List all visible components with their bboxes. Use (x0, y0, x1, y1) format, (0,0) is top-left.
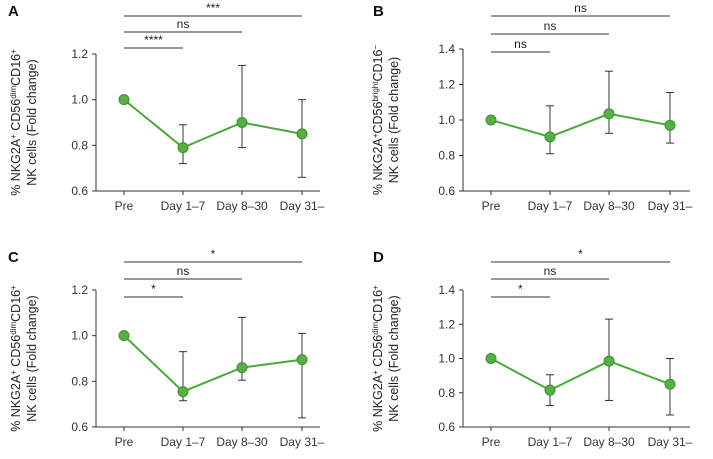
significance-label: ns (177, 17, 190, 31)
significance-label: ns (544, 19, 557, 33)
data-point (664, 119, 676, 131)
y-tick-label: 1.4 (438, 283, 455, 297)
x-tick-label: Day 1–7 (528, 199, 573, 213)
series-line (490, 112, 671, 138)
significance-label: ns (544, 264, 557, 278)
x-tick-label: Day 31– (280, 199, 325, 213)
data-point (118, 330, 130, 342)
y-tick-label: 1.4 (438, 42, 455, 56)
data-point (177, 142, 189, 154)
y-axis-label-line2: NK cells (Fold change) (25, 59, 39, 185)
x-tick-label: Day 8–30 (583, 199, 635, 213)
y-tick-label: 1.0 (438, 352, 455, 366)
panel-a: A 0.6 0.8 1.0 1.2 Pre Day 1–7 Day 8–30 Day 31– % … (8, 1, 325, 213)
y-axis-label-line1: % NKG2A+ CD56dimCD16+ (371, 285, 386, 432)
y-tick-label: 0.8 (71, 374, 88, 388)
significance-label: * (151, 282, 156, 296)
x-tick-label: Day 31– (280, 435, 325, 449)
series-line (490, 357, 671, 392)
panel-label: A (8, 3, 19, 20)
panel-label: D (373, 249, 384, 266)
x-tick-label: Day 31– (648, 199, 693, 213)
y-tick-label: 1.0 (71, 329, 88, 343)
data-point (664, 378, 676, 390)
x-tick-label: Day 1–7 (528, 435, 573, 449)
y-tick-label: 1.2 (71, 283, 88, 297)
panel-b: B 0.6 0.8 1.0 1.2 1.4 Pre Day 1–7 Day 8–30 Day 31… (371, 1, 693, 213)
data-point (603, 355, 615, 367)
series-line (123, 334, 303, 393)
x-tick-label: Day 8–30 (583, 435, 635, 449)
x-tick-label: Day 31– (648, 435, 693, 449)
x-tick-label: Pre (115, 199, 134, 213)
data-point (177, 386, 189, 398)
data-point (544, 384, 556, 396)
data-point (485, 114, 497, 126)
y-axis-label-line2: NK cells (Fold change) (387, 57, 401, 183)
panel-label: C (8, 249, 19, 266)
x-tick-label: Pre (115, 435, 134, 449)
y-tick-label: 0.6 (71, 420, 88, 434)
y-axis-label-line1: % NKG2A+ CD56dimCD16+ (9, 285, 24, 432)
data-point (296, 128, 308, 140)
y-tick-label: 1.2 (438, 78, 455, 92)
data-point (296, 354, 308, 366)
data-point (118, 94, 130, 106)
significance-label: ns (514, 37, 527, 51)
data-point (603, 108, 615, 120)
significance-label: * (518, 282, 523, 296)
significance-label: ns (574, 1, 587, 15)
significance-label: *** (206, 1, 220, 15)
panel-c: C 0.6 0.8 1.0 1.2 Pre Day 1–7 Day 8–30 Day 31– % … (8, 247, 325, 449)
panel-d: D 0.6 0.8 1.0 1.2 1.4 Pre Day 1–7 Day 8–30 Day 31… (371, 247, 693, 449)
x-tick-label: Day 8–30 (216, 435, 268, 449)
data-point (544, 131, 556, 143)
y-tick-label: 0.8 (438, 386, 455, 400)
y-tick-label: 1.2 (71, 47, 88, 61)
x-tick-label: Pre (482, 435, 501, 449)
significance-label: * (211, 247, 216, 261)
x-tick-label: Day 1–7 (161, 199, 206, 213)
x-tick-label: Day 1–7 (161, 435, 206, 449)
x-tick-label: Pre (482, 199, 501, 213)
data-point (236, 117, 248, 128)
y-axis-label-line1: % NKG2A+ CD56dimCD16+ (9, 49, 24, 196)
series-line (123, 98, 303, 149)
y-axis-label-line1: % NKG2A+CD56brightCD16− (371, 45, 386, 196)
y-axis-label-line2: NK cells (Fold change) (387, 295, 401, 421)
significance-label: * (578, 247, 583, 261)
significance-label: ns (177, 264, 190, 278)
y-tick-label: 0.6 (71, 184, 88, 198)
y-tick-label: 0.8 (438, 149, 455, 163)
panel-label: B (373, 3, 384, 20)
x-tick-label: Day 8–30 (216, 199, 268, 213)
y-tick-label: 1.0 (438, 113, 455, 127)
y-tick-label: 0.6 (438, 420, 455, 434)
y-axis-label-line2: NK cells (Fold change) (25, 295, 39, 421)
y-tick-label: 0.8 (71, 138, 88, 152)
significance-label: **** (144, 33, 163, 47)
data-point (485, 353, 497, 364)
y-tick-label: 1.2 (438, 317, 455, 331)
y-tick-label: 0.6 (438, 184, 455, 198)
y-tick-label: 1.0 (71, 93, 88, 107)
data-point (236, 362, 248, 374)
